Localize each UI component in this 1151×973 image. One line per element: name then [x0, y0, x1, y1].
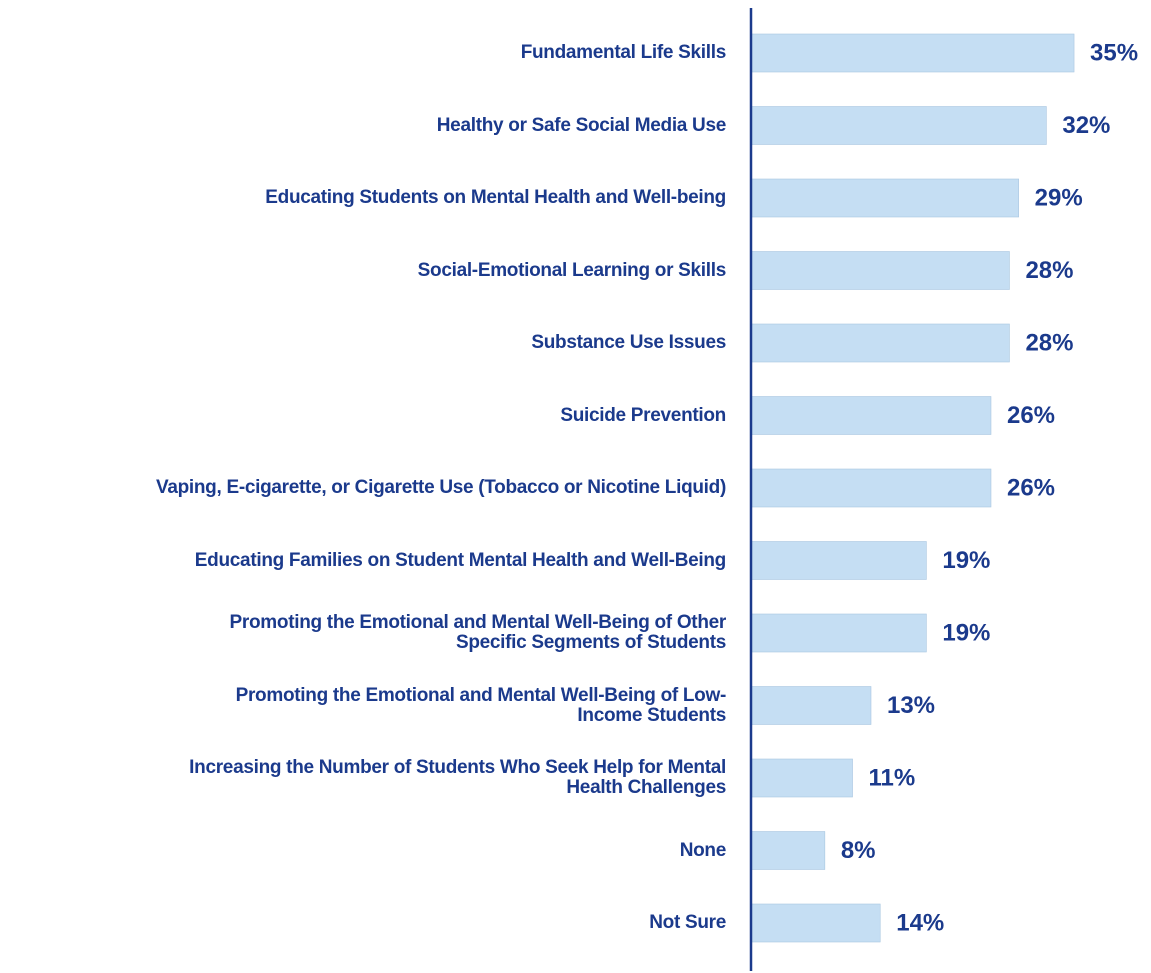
- value-label: 13%: [887, 692, 935, 719]
- value-label: 11%: [869, 764, 916, 791]
- category-label: Healthy or Safe Social Media Use: [436, 114, 727, 136]
- category-label: Not Sure: [649, 912, 726, 933]
- category-label: Promoting the Emotional and Mental Well-…: [229, 612, 727, 653]
- bar: [750, 831, 826, 870]
- category-label: Educating Students on Mental Health and …: [265, 187, 726, 208]
- value-label: 28%: [1025, 329, 1073, 356]
- bar: [750, 323, 1010, 363]
- value-label: 29%: [1035, 184, 1083, 211]
- category-label: Fundamental Life Skills: [520, 42, 727, 63]
- value-label: 19%: [942, 547, 990, 574]
- value-label: 19%: [942, 619, 990, 646]
- value-label: 28%: [1025, 257, 1073, 284]
- bar: [750, 468, 992, 508]
- bar: [750, 903, 881, 943]
- category-label: Substance Use Issues: [531, 332, 726, 353]
- category-label: Educating Families on Student Mental Hea…: [194, 549, 727, 571]
- bar: [750, 758, 853, 798]
- value-label: 14%: [896, 909, 944, 936]
- category-label: Promoting the Emotional and Mental Well-…: [235, 684, 727, 726]
- value-label: 26%: [1007, 474, 1055, 501]
- category-label: Increasing the Number of Students Who Se…: [189, 757, 726, 798]
- bar: [750, 541, 927, 580]
- bar: [750, 178, 1019, 218]
- category-label: Social-Emotional Learning or Skills: [417, 259, 727, 281]
- bar: [750, 613, 927, 653]
- value-label: 35%: [1090, 39, 1138, 66]
- value-label: 32%: [1062, 112, 1110, 139]
- category-label: Suicide Prevention: [560, 404, 726, 426]
- bar: [750, 396, 992, 435]
- bar: [750, 686, 872, 725]
- bar: [750, 106, 1047, 145]
- value-label: 26%: [1007, 402, 1055, 429]
- category-label: None: [679, 839, 727, 861]
- value-label: 8%: [841, 837, 876, 864]
- bar: [750, 33, 1075, 73]
- category-label: Vaping, E-cigarette, or Cigarette Use (T…: [156, 477, 726, 498]
- bar: [750, 251, 1010, 290]
